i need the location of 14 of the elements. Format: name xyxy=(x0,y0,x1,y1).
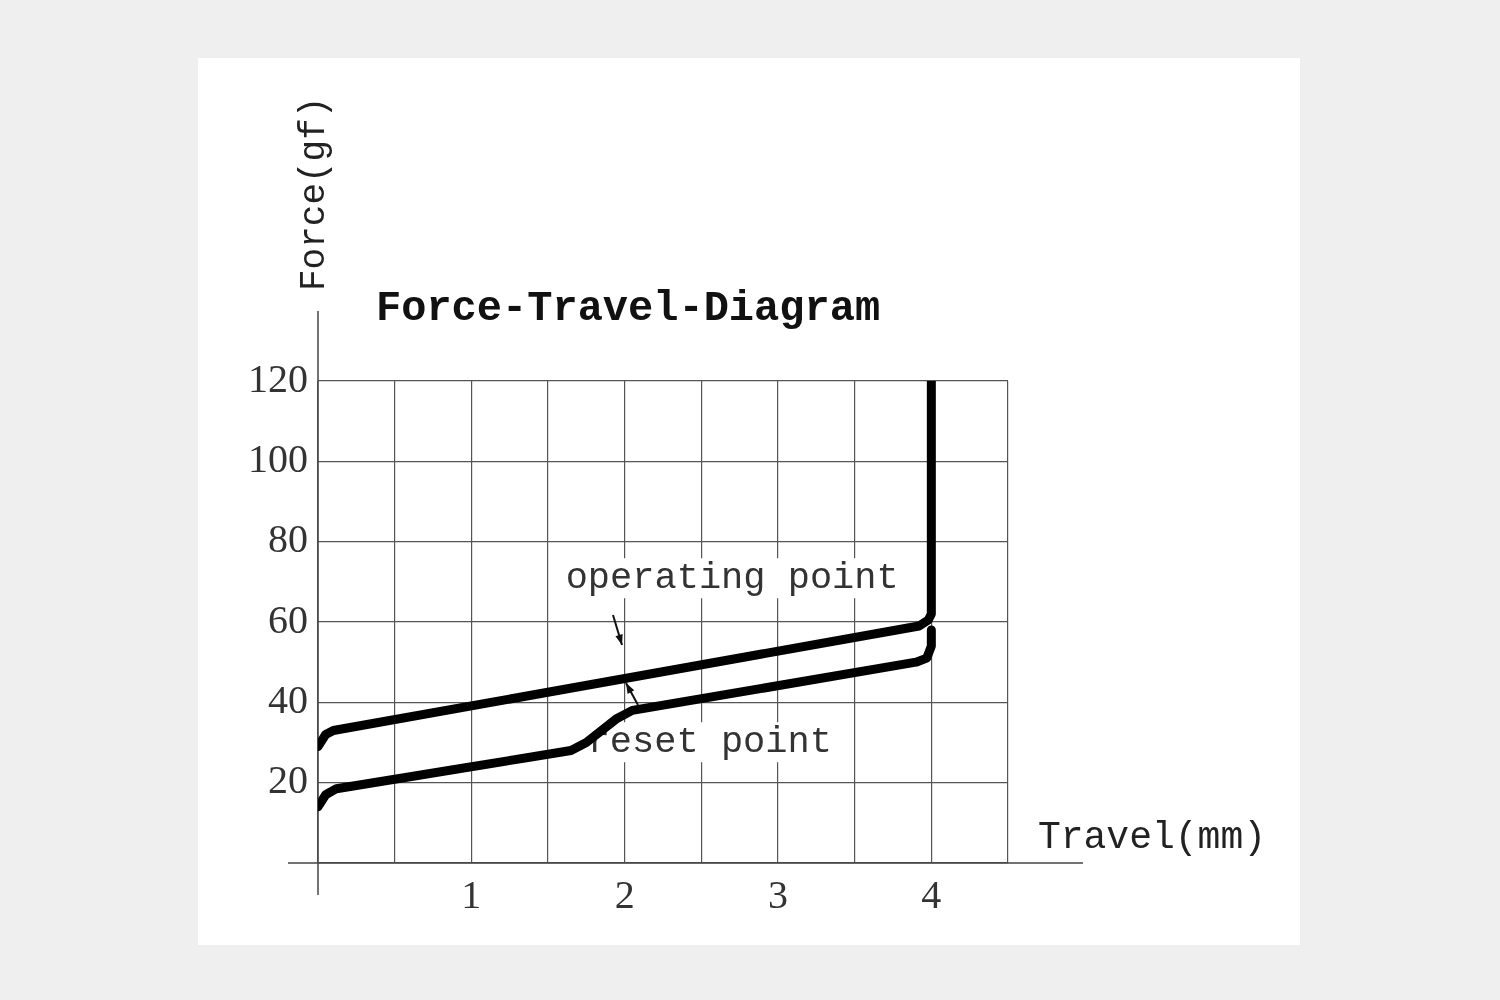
x-tick-label: 3 xyxy=(768,871,788,917)
x-tick-label: 4 xyxy=(921,871,942,917)
x-tick-label: 2 xyxy=(614,871,635,917)
y-tick-label: 60 xyxy=(268,596,308,642)
x-tick-label: 1 xyxy=(461,871,482,917)
chart-title: Force-Travel-Diagram xyxy=(376,284,881,333)
y-axis-title: Force(gf) xyxy=(293,96,335,291)
y-tick-label: 40 xyxy=(268,676,308,722)
annotation: operating point xyxy=(565,557,899,600)
x-axis-title: Travel(mm) xyxy=(1037,816,1266,860)
y-tick-label: 20 xyxy=(268,757,308,803)
y-tick-label: 100 xyxy=(248,435,308,481)
y-tick-label: 80 xyxy=(268,516,308,562)
y-tick-label: 120 xyxy=(248,355,308,401)
